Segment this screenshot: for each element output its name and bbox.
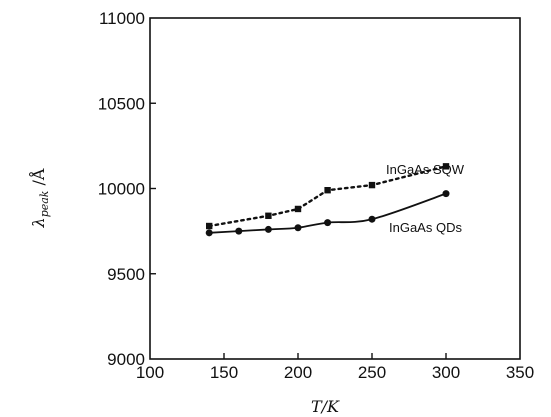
data-point [294, 224, 302, 232]
y-tick-label: 10500 [98, 94, 145, 113]
y-tick-label: 11000 [99, 9, 145, 28]
data-point [368, 215, 376, 223]
x-tick-label: 350 [506, 363, 534, 382]
data-point [294, 205, 302, 213]
y-axis-title: λpeak/Å [28, 168, 51, 228]
y-tick-label: 9500 [107, 265, 145, 284]
data-point [368, 181, 376, 189]
x-tick-label: 200 [284, 363, 312, 382]
data-point [206, 222, 213, 230]
series-qds [205, 190, 450, 237]
x-tick-label: 150 [210, 363, 238, 382]
y-tick-label: 9000 [107, 350, 145, 369]
data-point [324, 187, 331, 194]
data-point [442, 190, 450, 198]
svg-text:λpeak/Å: λpeak/Å [28, 168, 51, 228]
series-labels: InGaAs SQW InGaAs QDs [386, 162, 465, 235]
y-axis-title-subscript: peak [38, 190, 51, 217]
series-layer [205, 163, 450, 237]
axis-ticks: 100 150 200 250 300 350 9000 9500 10000 10500 1100… [98, 9, 534, 382]
data-point [324, 219, 332, 227]
data-point [442, 163, 450, 170]
data-point [205, 229, 213, 237]
x-axis-title: T/K [311, 397, 340, 416]
data-point [235, 227, 243, 235]
x-tick-label: 300 [432, 363, 460, 382]
x-tick-label: 250 [358, 363, 386, 382]
data-point [265, 212, 272, 219]
series-sqw [206, 163, 450, 230]
series-label-sqw: InGaAs SQW [386, 162, 465, 177]
series-label-qds: InGaAs QDs [389, 220, 462, 235]
data-point [264, 225, 272, 233]
y-tick-label: 10000 [98, 180, 145, 199]
y-axis-title-symbol: λ [29, 217, 48, 228]
y-axis-title-unit: /Å [28, 168, 48, 185]
x-tick-label: 100 [136, 363, 164, 382]
series-line [208, 165, 448, 228]
